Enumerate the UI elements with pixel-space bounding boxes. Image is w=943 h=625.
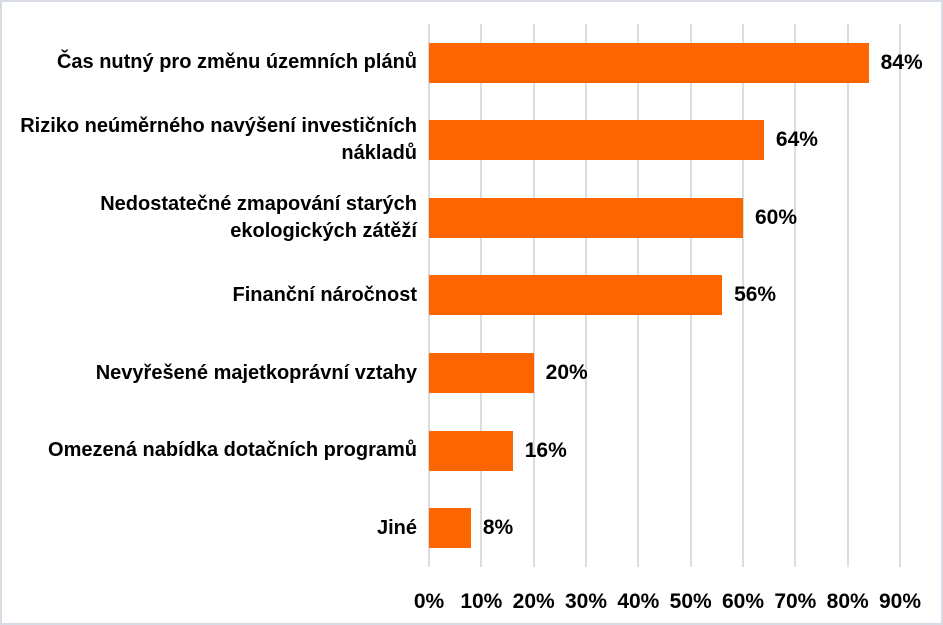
bar	[429, 120, 764, 161]
chart-row: Nevyřešené majetkoprávní vztahy 20%	[2, 334, 941, 412]
gridline	[794, 24, 797, 567]
bar	[429, 42, 869, 83]
value-label: 16%	[524, 438, 567, 462]
x-axis-tick-label: 0%	[413, 590, 445, 613]
value-label: 8%	[482, 516, 514, 540]
x-axis-tick-label: 70%	[774, 590, 817, 613]
x-axis-tick-label: 50%	[669, 590, 712, 613]
bar	[429, 508, 471, 549]
gridline	[899, 24, 901, 567]
chart-row: Nedostatečné zmapování starých ekologick…	[2, 179, 941, 257]
bar	[429, 275, 723, 316]
chart-row: Riziko neúměrného navýšení investičních …	[2, 102, 941, 180]
x-axis-tick-label: 40%	[617, 590, 660, 613]
category-label: Nedostatečné zmapování starých ekologick…	[100, 192, 417, 242]
x-axis-tick-label: 90%	[878, 590, 922, 613]
x-axis-tick-label: 80%	[826, 590, 869, 613]
value-label: 84%	[880, 50, 923, 74]
gridline	[846, 24, 849, 567]
category-label: Čas nutný pro změnu územních plánů	[56, 51, 417, 74]
category-label: Finanční náročnost	[232, 283, 417, 306]
category-label: Omezená nabídka dotačních programů	[48, 439, 417, 462]
value-label: 56%	[734, 283, 777, 307]
x-axis-tick-label: 10%	[460, 590, 503, 613]
bar	[429, 430, 513, 471]
value-label: 64%	[775, 128, 818, 152]
chart-row: Finanční náročnost 56%	[2, 257, 941, 335]
chart-row: Čas nutný pro změnu územních plánů 84%	[2, 24, 941, 102]
category-label: Nevyřešené majetkoprávní vztahy	[95, 361, 417, 384]
x-axis-tick-label: 20%	[512, 590, 555, 613]
value-label: 20%	[545, 361, 588, 385]
gridline	[742, 24, 744, 567]
value-label: 60%	[755, 205, 798, 229]
x-axis-tick-label: 30%	[564, 590, 608, 613]
x-axis-tick-label: 60%	[721, 590, 765, 613]
chart-row: Jiné 8%	[2, 489, 941, 567]
category-label: Riziko neúměrného navýšení investičních …	[20, 115, 417, 165]
bar	[429, 353, 534, 394]
category-label: Jiné	[376, 516, 417, 539]
chart-row: Omezená nabídka dotačních programů 16%	[2, 412, 941, 490]
bar	[429, 197, 743, 238]
